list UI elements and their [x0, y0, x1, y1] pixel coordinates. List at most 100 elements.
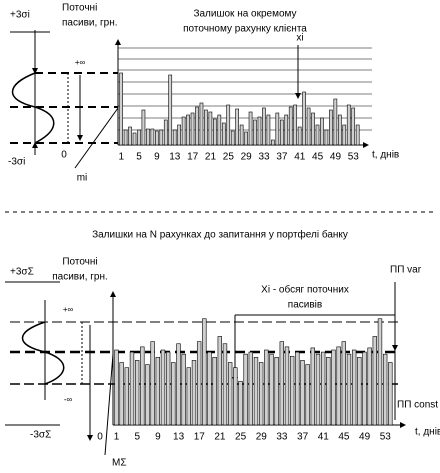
bar: [258, 362, 264, 426]
bar: [155, 130, 159, 146]
bar: [320, 117, 324, 146]
annotation: -3σΣ: [30, 430, 51, 441]
annotation: mi: [77, 173, 88, 184]
bar: [326, 356, 331, 426]
bar: [233, 367, 238, 426]
chart-title: Залишок на окремому: [193, 9, 296, 20]
bar: [306, 107, 311, 146]
bar: [114, 349, 119, 426]
bar: [388, 362, 393, 426]
annotation: ПП const: [397, 400, 438, 411]
bar: [129, 351, 135, 426]
bar: [227, 362, 233, 426]
annotation: 0: [97, 432, 103, 443]
bar: [382, 353, 388, 426]
x-tick-label: 29: [241, 152, 253, 163]
annotation: Xi - обсяг поточних: [261, 284, 349, 296]
bar: [181, 353, 186, 426]
bar: [355, 124, 360, 146]
annotation: пасивів: [288, 300, 322, 311]
bar: [288, 106, 293, 146]
x-tick-label: 49: [330, 152, 342, 163]
bar: [140, 346, 145, 426]
x-tick-label: 53: [380, 432, 392, 443]
bar: [213, 118, 217, 146]
bar: [172, 129, 177, 146]
bar: [342, 124, 347, 146]
bar: [315, 124, 320, 146]
bar: [320, 351, 326, 426]
bar: [305, 364, 310, 426]
bar: [150, 128, 155, 146]
x-tick-label: 9: [155, 432, 161, 443]
bar: [195, 106, 199, 146]
bar: [264, 349, 269, 426]
bar: [279, 119, 284, 146]
bar: [190, 112, 195, 146]
bar: [362, 351, 367, 426]
bar: [150, 341, 155, 426]
bar: [311, 112, 315, 146]
annotation: -∞: [64, 395, 73, 404]
bar: [293, 104, 298, 146]
bar: [275, 112, 280, 146]
x-tick-label: 53: [348, 152, 360, 163]
bar: [372, 336, 377, 426]
bar: [367, 347, 372, 426]
bar: [269, 353, 274, 426]
bar: [119, 72, 123, 146]
bar: [176, 343, 181, 426]
x-tick-label: 21: [205, 152, 217, 163]
bar: [239, 124, 244, 146]
bar: [289, 355, 295, 426]
bar: [202, 318, 207, 426]
bar: [295, 351, 300, 426]
x-tick-label: 9: [154, 152, 160, 163]
x-tick-label: 49: [359, 432, 371, 443]
bar: [124, 367, 130, 426]
bar: [284, 114, 289, 146]
bar: [160, 349, 166, 426]
bar: [207, 351, 212, 426]
x-axis-label: t, днів: [372, 150, 399, 161]
bar: [271, 139, 275, 146]
x-tick-label: 37: [297, 432, 309, 443]
x-tick-label: 13: [173, 432, 185, 443]
bar: [134, 360, 140, 426]
bar: [310, 347, 315, 426]
x-tick-label: 45: [338, 432, 350, 443]
bar: [253, 119, 257, 146]
bar: [217, 336, 223, 426]
bar: [212, 356, 217, 426]
bar: [274, 356, 279, 426]
bar: [377, 318, 383, 426]
x-tick-label: 1: [118, 152, 124, 163]
bar: [181, 116, 186, 146]
annotation: +3σΣ: [10, 267, 34, 278]
bar: [171, 362, 176, 426]
bar: [191, 360, 197, 426]
annotation: MΣ: [112, 458, 127, 469]
annotation: 0: [61, 150, 67, 161]
x-tick-label: 17: [187, 152, 199, 163]
annotation: +∞: [63, 305, 74, 314]
x-tick-label: 41: [294, 152, 306, 163]
x-tick-label: 33: [276, 432, 288, 443]
bar: [331, 349, 336, 426]
bar: [324, 129, 329, 146]
x-tick-label: 45: [312, 152, 324, 163]
bar: [300, 360, 305, 426]
annotation: xi: [296, 33, 303, 44]
chart-title: Залишки на N рахунках до запитання у пор…: [92, 229, 348, 241]
bar: [329, 109, 333, 146]
bar: [284, 346, 290, 426]
bar: [199, 102, 204, 146]
bar: [204, 109, 208, 146]
bar: [208, 111, 213, 146]
bar: [315, 353, 321, 426]
bar: [337, 114, 342, 146]
bar: [196, 341, 202, 426]
bar: [262, 107, 266, 146]
bar: [155, 356, 161, 426]
